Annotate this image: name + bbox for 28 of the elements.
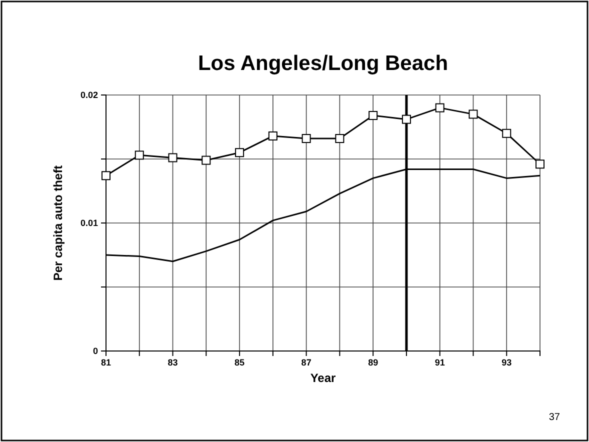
x-tick-label: 93 <box>502 357 512 368</box>
y-tick-label: 0.02 <box>80 90 98 100</box>
point <box>335 134 344 144</box>
x-tick-label: 81 <box>100 357 112 368</box>
x-tick-label: 83 <box>168 357 178 368</box>
point <box>435 103 444 112</box>
text: 37 <box>548 412 560 423</box>
x-tick-label: 85 <box>234 357 245 368</box>
y-tick-label: 0.01 <box>80 218 98 228</box>
x-tick-label: 91 <box>434 357 445 368</box>
point <box>102 171 110 180</box>
x-tick-label: 87 <box>301 357 312 368</box>
chart-title: Los Angeles/Long Beach <box>198 52 448 75</box>
point <box>268 131 278 140</box>
point <box>536 160 544 169</box>
point <box>202 156 211 165</box>
x-axis-title: Year <box>310 371 336 385</box>
point <box>402 114 411 124</box>
x-tick-label: 89 <box>368 357 378 368</box>
point <box>502 128 512 138</box>
point <box>235 148 244 158</box>
y-tick-label: 0 <box>92 346 98 356</box>
point <box>368 110 378 120</box>
point <box>468 110 478 119</box>
point <box>168 153 178 162</box>
point <box>302 134 311 144</box>
y-axis-title: Per capita auto theft <box>51 165 65 281</box>
point <box>134 150 144 160</box>
